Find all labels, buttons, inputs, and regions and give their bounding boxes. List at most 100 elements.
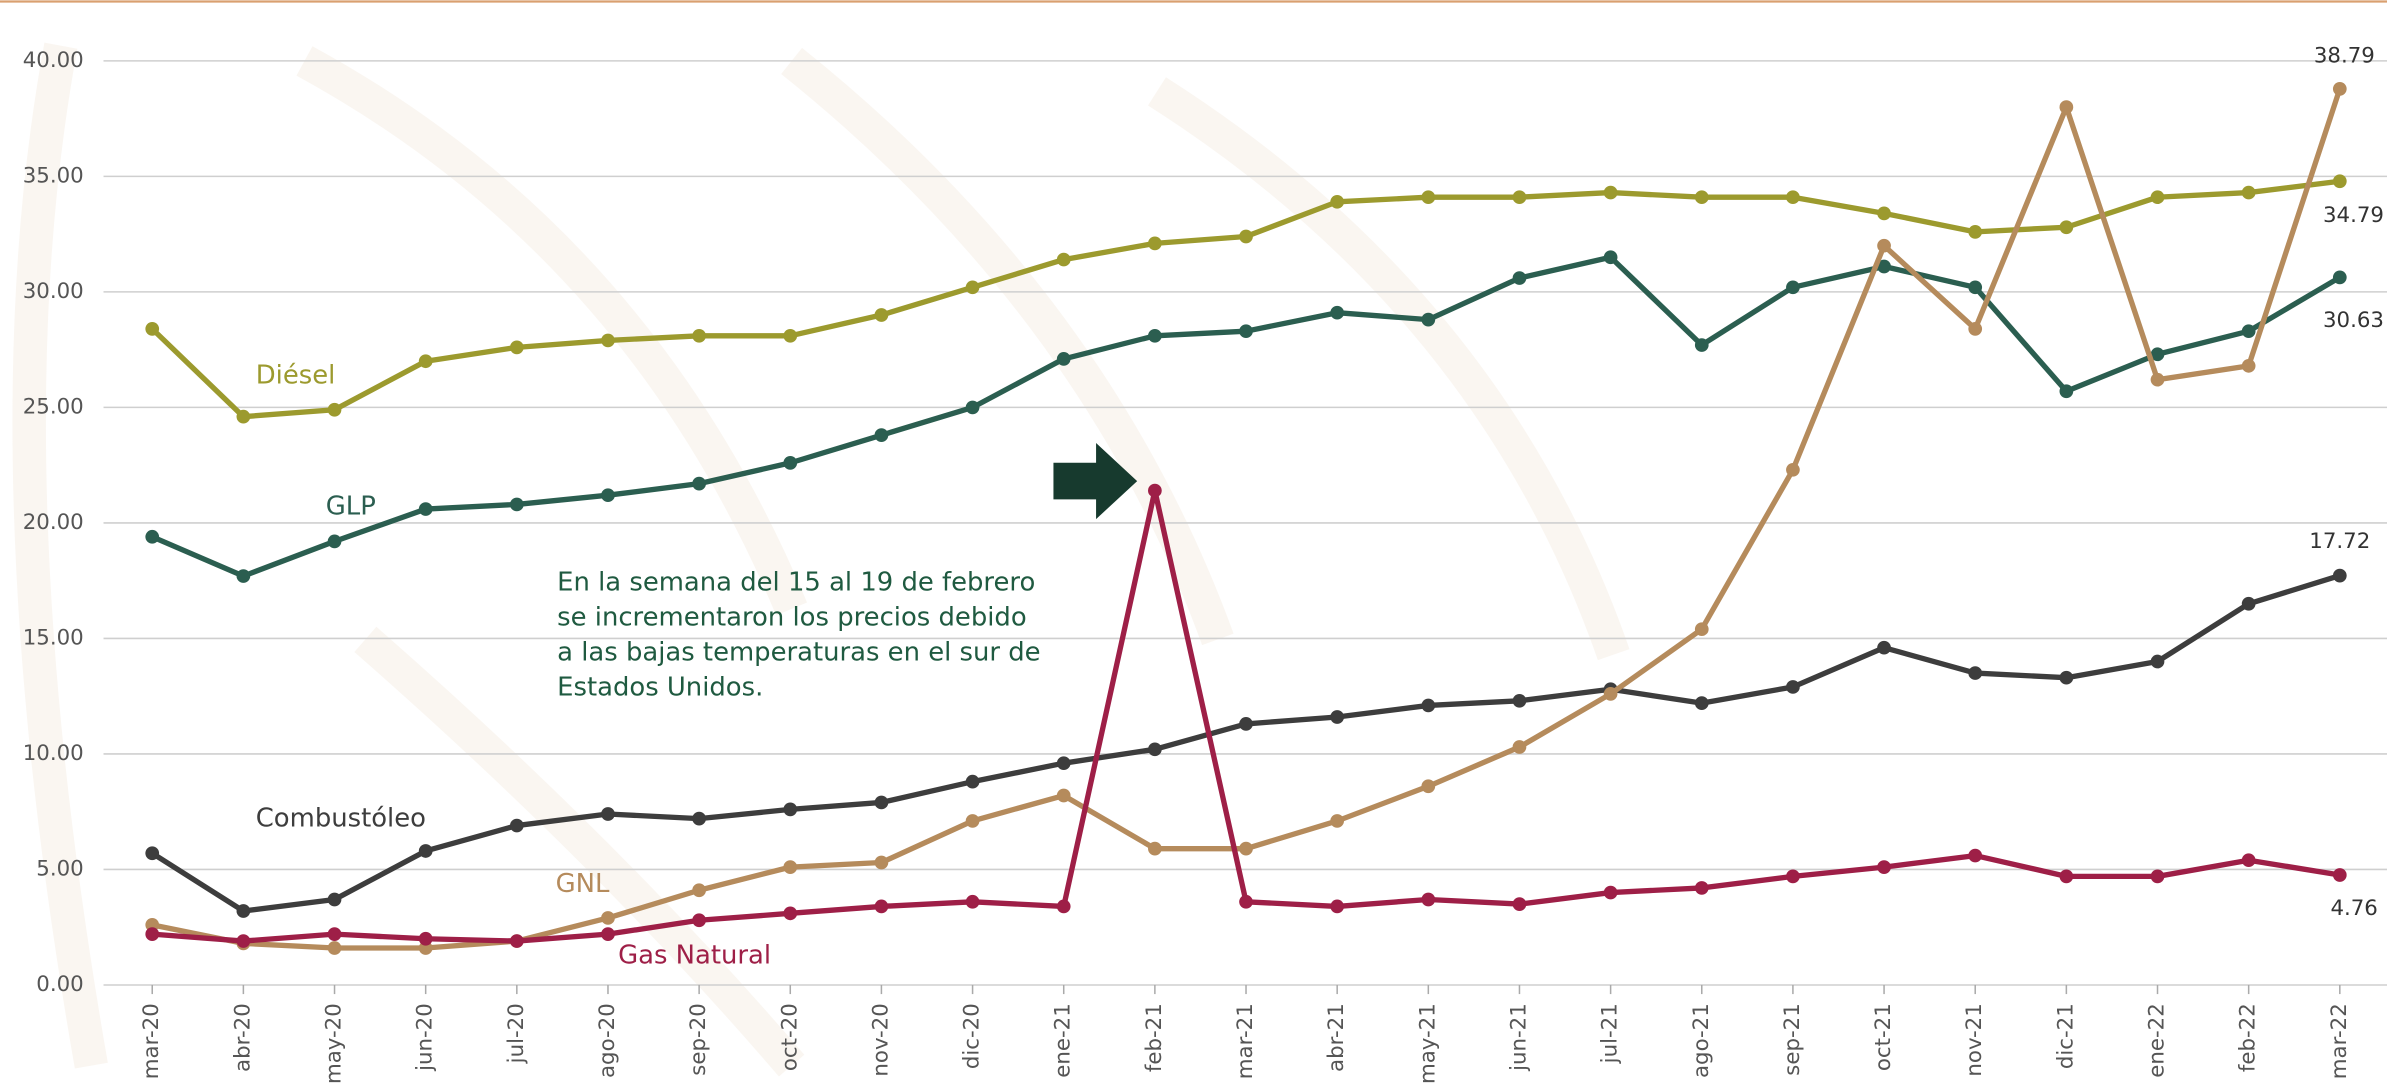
data-point — [1239, 894, 1253, 909]
data-point — [1056, 899, 1071, 914]
data-point — [236, 409, 251, 424]
data-point — [2241, 358, 2256, 373]
y-tick-label: 20.00 — [23, 510, 84, 535]
y-tick-label: 25.00 — [23, 394, 84, 419]
y-tick-label: 15.00 — [23, 625, 84, 650]
data-point — [692, 913, 706, 928]
data-point — [509, 340, 524, 355]
data-point — [1239, 229, 1253, 244]
x-tick-label: jun-21 — [1506, 1003, 1531, 1072]
data-point — [2150, 190, 2165, 205]
data-point — [692, 883, 706, 898]
data-point — [1603, 885, 1618, 900]
x-tick-label: ago-20 — [595, 1003, 620, 1078]
data-point — [1421, 190, 1436, 205]
arrow — [1053, 443, 1138, 520]
data-point — [1694, 622, 1709, 637]
x-tick-label: abr-21 — [1324, 1003, 1349, 1072]
data-point — [236, 934, 251, 948]
data-point — [2332, 270, 2347, 285]
data-point — [874, 855, 889, 870]
y-tick-label: 10.00 — [23, 741, 84, 766]
data-point — [874, 899, 889, 914]
data-point — [1239, 841, 1253, 856]
data-point — [783, 802, 798, 817]
data-point — [601, 911, 615, 925]
end-value-label: 38.79 — [2314, 43, 2375, 68]
y-tick-label: 30.00 — [23, 279, 84, 304]
annotation-line: se incrementaron los precios debido — [557, 603, 1026, 633]
data-point — [1421, 779, 1436, 794]
data-point — [2332, 868, 2347, 882]
x-tick-label: mar-20 — [139, 1003, 164, 1079]
data-point — [1968, 322, 1983, 336]
data-point — [601, 333, 615, 348]
data-point — [965, 774, 980, 789]
data-point — [1512, 693, 1527, 708]
data-point — [2150, 372, 2165, 387]
data-point — [965, 400, 980, 415]
series-label: Gas Natural — [618, 941, 771, 971]
data-point — [2059, 100, 2074, 114]
data-point — [1512, 271, 1527, 285]
data-point — [2332, 568, 2347, 583]
x-tick-label: ene-21 — [1051, 1003, 1076, 1078]
x-tick-label: nov-21 — [1962, 1003, 1987, 1076]
watermark-stroke — [1147, 77, 1630, 661]
data-point — [327, 534, 342, 549]
watermark-stroke — [296, 46, 808, 616]
data-point — [601, 927, 615, 941]
end-value-label: 30.63 — [2323, 308, 2384, 333]
data-point — [783, 906, 798, 921]
annotation-line: a las bajas temperaturas en el sur de — [557, 638, 1040, 668]
data-point — [874, 428, 889, 442]
watermark-stroke — [354, 626, 805, 1077]
data-point — [1603, 250, 1618, 265]
data-point — [1512, 740, 1527, 754]
data-point — [2150, 654, 2165, 669]
data-point — [1786, 190, 1800, 205]
data-point — [692, 328, 706, 343]
data-point — [1877, 259, 1891, 274]
data-point — [1877, 206, 1891, 221]
y-tick-label: 35.00 — [23, 163, 84, 188]
y-tick-label: 40.00 — [23, 48, 84, 73]
data-point — [692, 476, 706, 491]
data-point — [1056, 352, 1071, 366]
end-value-label: 34.79 — [2323, 203, 2384, 228]
data-point — [2241, 324, 2256, 339]
data-point — [2059, 670, 2074, 685]
data-point — [2241, 596, 2256, 611]
data-point — [1694, 338, 1709, 352]
data-point — [1421, 892, 1436, 907]
data-point — [1330, 710, 1345, 724]
data-point — [2241, 853, 2256, 868]
x-tick-label: jul-21 — [1598, 1003, 1623, 1064]
data-point — [418, 354, 433, 369]
data-point — [1330, 305, 1345, 320]
x-tick-label: mar-22 — [2327, 1003, 2352, 1079]
data-point — [1786, 462, 1800, 477]
x-tick-label: sep-20 — [686, 1003, 711, 1076]
data-point — [601, 488, 615, 503]
data-point — [1239, 324, 1253, 339]
x-tick-label: ene-22 — [2145, 1003, 2170, 1078]
data-point — [327, 892, 342, 907]
data-point — [1694, 696, 1709, 710]
x-tick-label: feb-21 — [1142, 1003, 1167, 1072]
x-tick-label: jul-20 — [504, 1003, 529, 1064]
data-point — [874, 308, 889, 322]
data-point — [145, 846, 160, 861]
watermark-stroke — [781, 47, 1234, 646]
data-point — [1877, 640, 1891, 655]
x-tick-label: ago-21 — [1689, 1003, 1714, 1078]
data-point — [418, 844, 433, 858]
series-label: GLP — [326, 491, 376, 521]
data-point — [1239, 717, 1253, 731]
data-point — [509, 497, 524, 512]
x-tick-label: mar-21 — [1233, 1003, 1258, 1079]
data-point — [1603, 687, 1618, 701]
data-point — [1694, 881, 1709, 895]
data-point — [2150, 869, 2165, 884]
data-point — [874, 795, 889, 810]
